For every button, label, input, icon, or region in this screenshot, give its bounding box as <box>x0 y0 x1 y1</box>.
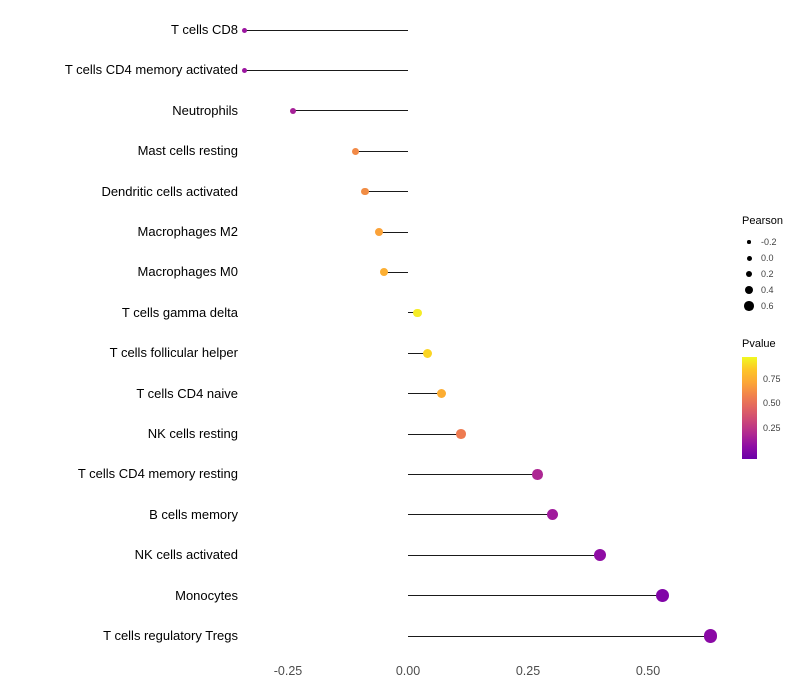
lollipop-stem <box>244 29 408 31</box>
y-axis-label: T cells CD4 memory resting <box>77 466 238 482</box>
y-axis-label: Dendritic cells activated <box>101 183 238 199</box>
lollipop-stem <box>408 635 711 637</box>
pearson-legend-dot-box <box>742 235 756 249</box>
lollipop-dot <box>594 549 606 562</box>
legend-pearson: Pearson -0.2 0.0 0.2 0.4 0.6 <box>742 215 783 314</box>
pearson-legend-entries: -0.2 0.0 0.2 0.4 0.6 <box>742 234 783 314</box>
y-axis-label: NK cells resting <box>147 426 238 441</box>
pearson-legend-dot-box <box>742 299 756 313</box>
lollipop-stem <box>408 595 663 597</box>
pvalue-gradient-bar <box>742 357 757 459</box>
lollipop-dot <box>546 509 558 521</box>
lollipop-stem <box>408 433 461 435</box>
y-axis-label: Macrophages M2 <box>137 224 238 239</box>
lollipop-dot <box>703 629 718 643</box>
y-axis-label: Monocytes <box>175 587 238 603</box>
lollipop-stem <box>408 352 428 354</box>
pearson-legend-entry: 0.6 <box>742 298 783 314</box>
y-axis-label: NK cells activated <box>134 547 238 563</box>
pearson-legend-label: 0.2 <box>761 269 774 279</box>
y-axis-label: T cells CD4 memory activated <box>64 62 238 78</box>
x-axis-tick-label: 0.50 <box>635 664 661 678</box>
pearson-legend-entry: -0.2 <box>742 234 783 250</box>
pvalue-legend-label: 0.75 <box>763 374 781 385</box>
y-axis-label: Neutrophils <box>172 102 238 118</box>
pearson-legend-dot <box>746 255 752 261</box>
lollipop-dot <box>437 389 447 399</box>
lollipop-dot <box>532 469 543 480</box>
x-axis-tick-label: -0.25 <box>273 664 303 678</box>
lollipop-stem <box>408 554 600 556</box>
lollipop-dot <box>361 187 369 196</box>
lollipop-stem <box>244 69 408 71</box>
pvalue-legend-label: 0.50 <box>763 397 781 408</box>
lollipop-stem <box>408 514 552 516</box>
x-axis-tick-label: 0.00 <box>395 664 421 678</box>
y-axis-label: B cells memory <box>149 506 238 522</box>
y-axis-label: Mast cells resting <box>137 143 238 159</box>
lollipop-stem <box>408 473 538 475</box>
lollipop-dot <box>413 308 422 318</box>
pearson-legend-entry: 0.2 <box>742 266 783 282</box>
y-axis-label: T cells follicular helper <box>109 345 238 361</box>
pearson-legend-dot-box <box>742 267 756 281</box>
lollipop-dot <box>655 589 669 603</box>
pearson-legend-dot <box>745 270 753 278</box>
pearson-legend-dot <box>744 301 754 311</box>
lollipop-dot <box>242 27 248 33</box>
lollipop-stem <box>408 312 418 314</box>
x-axis-tick-label: 0.25 <box>515 664 541 678</box>
lollipop-dot <box>422 348 432 358</box>
pearson-legend-label: 0.6 <box>761 301 774 311</box>
pvalue-legend-title: Pvalue <box>742 338 776 350</box>
pearson-legend-dot-box <box>742 283 756 297</box>
pearson-legend-dot-box <box>742 251 756 265</box>
pearson-legend-label: -0.2 <box>761 237 777 247</box>
pvalue-gradient-wrap: 0.75 0.50 0.25 <box>742 357 781 459</box>
lollipop-stem <box>292 110 408 112</box>
lollipop-stem <box>364 191 408 193</box>
lollipop-stem <box>379 231 408 233</box>
pearson-legend-dot <box>747 240 751 244</box>
y-axis-label: T cells CD4 naive <box>136 385 238 401</box>
pearson-legend-label: 0.4 <box>761 285 774 295</box>
lollipop-dot <box>456 429 466 439</box>
pvalue-legend-label: 0.25 <box>763 423 781 434</box>
lollipop-dot <box>242 67 248 73</box>
pearson-legend-dot <box>745 286 753 294</box>
pearson-legend-entry: 0.0 <box>742 250 783 266</box>
lollipop-stem <box>408 393 442 395</box>
lollipop-dot <box>351 147 359 155</box>
lollipop-stem <box>355 150 408 152</box>
lollipop-stem <box>384 271 408 273</box>
pearson-legend-entry: 0.4 <box>742 282 783 298</box>
y-axis-label: T cells gamma delta <box>121 304 238 320</box>
y-axis-label: T cells CD8 <box>171 22 238 37</box>
lollipop-dot <box>375 228 384 236</box>
y-axis-label: Macrophages M0 <box>137 264 238 280</box>
pearson-legend-title: Pearson <box>742 215 783 227</box>
legend-pvalue: Pvalue 0.75 0.50 0.25 <box>742 338 781 459</box>
lollipop-dot <box>380 268 388 277</box>
y-axis-label: T cells regulatory Tregs <box>103 628 238 643</box>
lollipop-dot <box>289 107 296 114</box>
pearson-legend-label: 0.0 <box>761 253 774 263</box>
